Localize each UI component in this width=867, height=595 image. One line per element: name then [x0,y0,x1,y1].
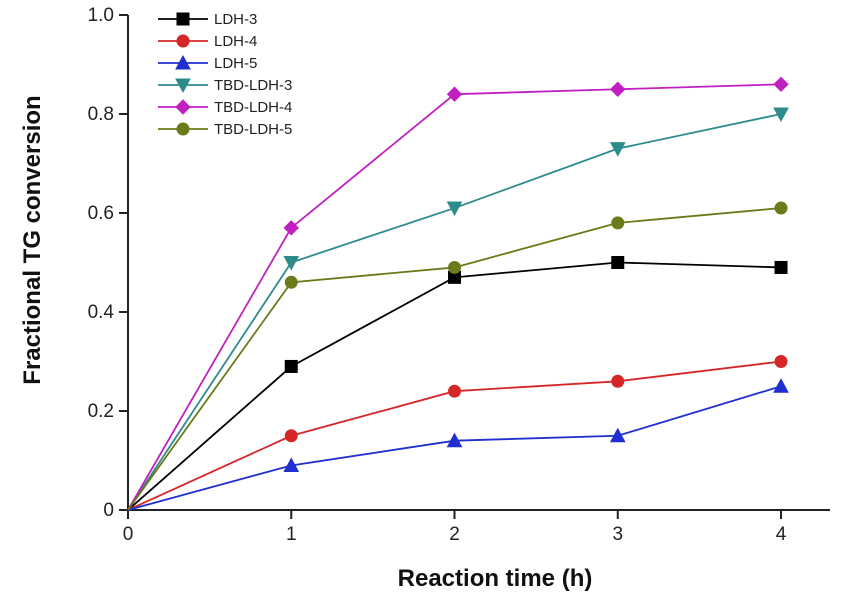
y-tick-label: 0.4 [88,302,115,323]
data-point-tbd-ldh-4 [446,86,463,102]
y-axis-title: Fractional TG conversion [19,95,46,384]
legend-label: TBD-LDH-3 [214,77,292,94]
legend-entry-ldh-3: LDH-3 [158,11,257,28]
legend-label: LDH-5 [214,55,257,72]
data-point-ldh-5 [609,427,626,443]
data-point-tbd-ldh-4 [773,76,789,93]
data-point-tbd-ldh-3 [609,142,626,157]
legend-entry-ldh-5: LDH-5 [158,54,257,72]
y-tick-label: 0.6 [88,203,114,224]
data-point-tbd-ldh-3 [773,107,789,123]
legend-entry-ldh-4: LDH-4 [158,33,257,50]
legend-entry-tbd-ldh-3: TBD-LDH-3 [158,77,292,94]
data-point-ldh-5 [773,378,789,393]
x-axis-title: Reaction time (h) [398,565,593,592]
legend: LDH-3 LDH-4 LDH-5 TBD-LDH-3 TBD-LDH-4 TBD-LDH… [158,11,292,138]
legend-label: LDH-4 [214,33,257,50]
series-tbd-ldh-3 [127,107,789,511]
legend-marker [175,78,191,94]
legend-entry-tbd-ldh-4: TBD-LDH-4 [158,99,292,116]
y-tick-label: 0.8 [88,104,114,125]
x-tick-label: 0 [123,524,134,545]
data-point-ldh-4 [448,384,462,398]
axes [127,15,830,511]
legend-entry-tbd-ldh-5: TBD-LDH-5 [158,121,292,138]
data-point-ldh-4 [611,374,625,388]
legend-marker [176,34,190,48]
data-point-ldh-5 [446,432,463,448]
legend-label: TBD-LDH-5 [214,121,292,138]
legend-label: LDH-3 [214,11,257,28]
y-tick-label: 0.2 [88,401,114,422]
series-ldh-3 [127,256,788,511]
data-point-ldh-5 [283,457,300,472]
series-ldh-4 [127,355,788,511]
series-tbd-ldh-5 [127,201,788,511]
data-point-ldh-4 [774,355,788,368]
x-tick-label: 3 [612,524,623,545]
data-point-tbd-ldh-3 [446,201,463,217]
data-point-tbd-ldh-5 [774,201,788,215]
data-point-tbd-ldh-4 [610,81,626,97]
ticks: 0 0.2 0.4 0.6 0.8 1.0 0 1 2 3 4 [88,5,787,545]
data-point-ldh-3 [284,359,298,373]
legend-marker [176,122,190,136]
data-point-tbd-ldh-4 [283,220,299,236]
y-tick-label: 1.0 [88,5,114,26]
data-point-tbd-ldh-5 [284,275,298,289]
legend-marker [175,99,191,115]
data-point-ldh-3 [611,256,625,269]
data-point-ldh-4 [284,429,298,443]
x-tick-label: 1 [286,524,297,545]
y-tick-label: 0 [103,500,114,521]
data-point-ldh-3 [774,260,788,274]
series-tbd-ldh-4 [127,76,789,511]
series-ldh-5 [127,378,789,511]
x-tick-label: 2 [449,524,460,545]
data-point-tbd-ldh-5 [611,216,625,230]
data-point-tbd-ldh-3 [283,256,300,271]
series-layer [127,76,789,511]
legend-label: TBD-LDH-4 [214,99,292,116]
data-point-tbd-ldh-5 [448,260,462,274]
legend-marker [176,12,190,26]
x-tick-label: 4 [776,524,787,545]
legend-marker [175,54,191,70]
